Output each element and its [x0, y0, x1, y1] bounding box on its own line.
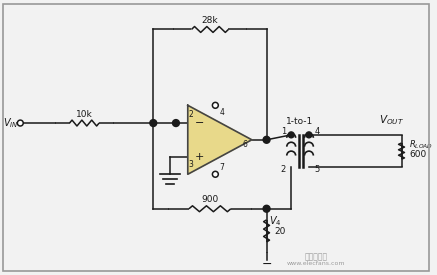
Circle shape: [212, 102, 218, 108]
Text: +: +: [195, 152, 204, 161]
Text: 4: 4: [220, 108, 225, 117]
Circle shape: [263, 136, 270, 143]
Text: 6: 6: [243, 140, 247, 149]
Circle shape: [17, 120, 23, 126]
Text: $V_{OUT}$: $V_{OUT}$: [379, 113, 404, 127]
Text: 3: 3: [188, 160, 193, 169]
Text: 2: 2: [281, 165, 286, 174]
Text: $V_4$: $V_4$: [269, 215, 281, 229]
Text: 1-to-1: 1-to-1: [286, 117, 314, 126]
Text: 7: 7: [220, 163, 225, 172]
Circle shape: [288, 132, 294, 138]
Text: 10k: 10k: [76, 110, 93, 119]
Text: 4: 4: [314, 127, 319, 136]
Text: 600: 600: [409, 150, 427, 159]
Circle shape: [150, 120, 157, 126]
Text: −: −: [195, 118, 204, 128]
Polygon shape: [188, 105, 252, 174]
Text: 1: 1: [281, 127, 286, 136]
Text: $R_{LOAD}$: $R_{LOAD}$: [409, 139, 434, 151]
Circle shape: [306, 132, 312, 138]
Text: 5: 5: [314, 165, 319, 174]
Text: $V_{IN}$: $V_{IN}$: [3, 116, 18, 130]
Text: 28k: 28k: [201, 16, 218, 25]
Text: www.elecfans.com: www.elecfans.com: [287, 262, 345, 266]
Text: 2: 2: [188, 110, 193, 119]
Circle shape: [173, 120, 180, 126]
Text: 900: 900: [201, 195, 218, 204]
Circle shape: [263, 205, 270, 212]
Text: −: −: [261, 258, 272, 271]
Circle shape: [212, 171, 218, 177]
Text: 电子发烧友: 电子发烧友: [304, 252, 327, 262]
Text: 20: 20: [274, 227, 286, 236]
